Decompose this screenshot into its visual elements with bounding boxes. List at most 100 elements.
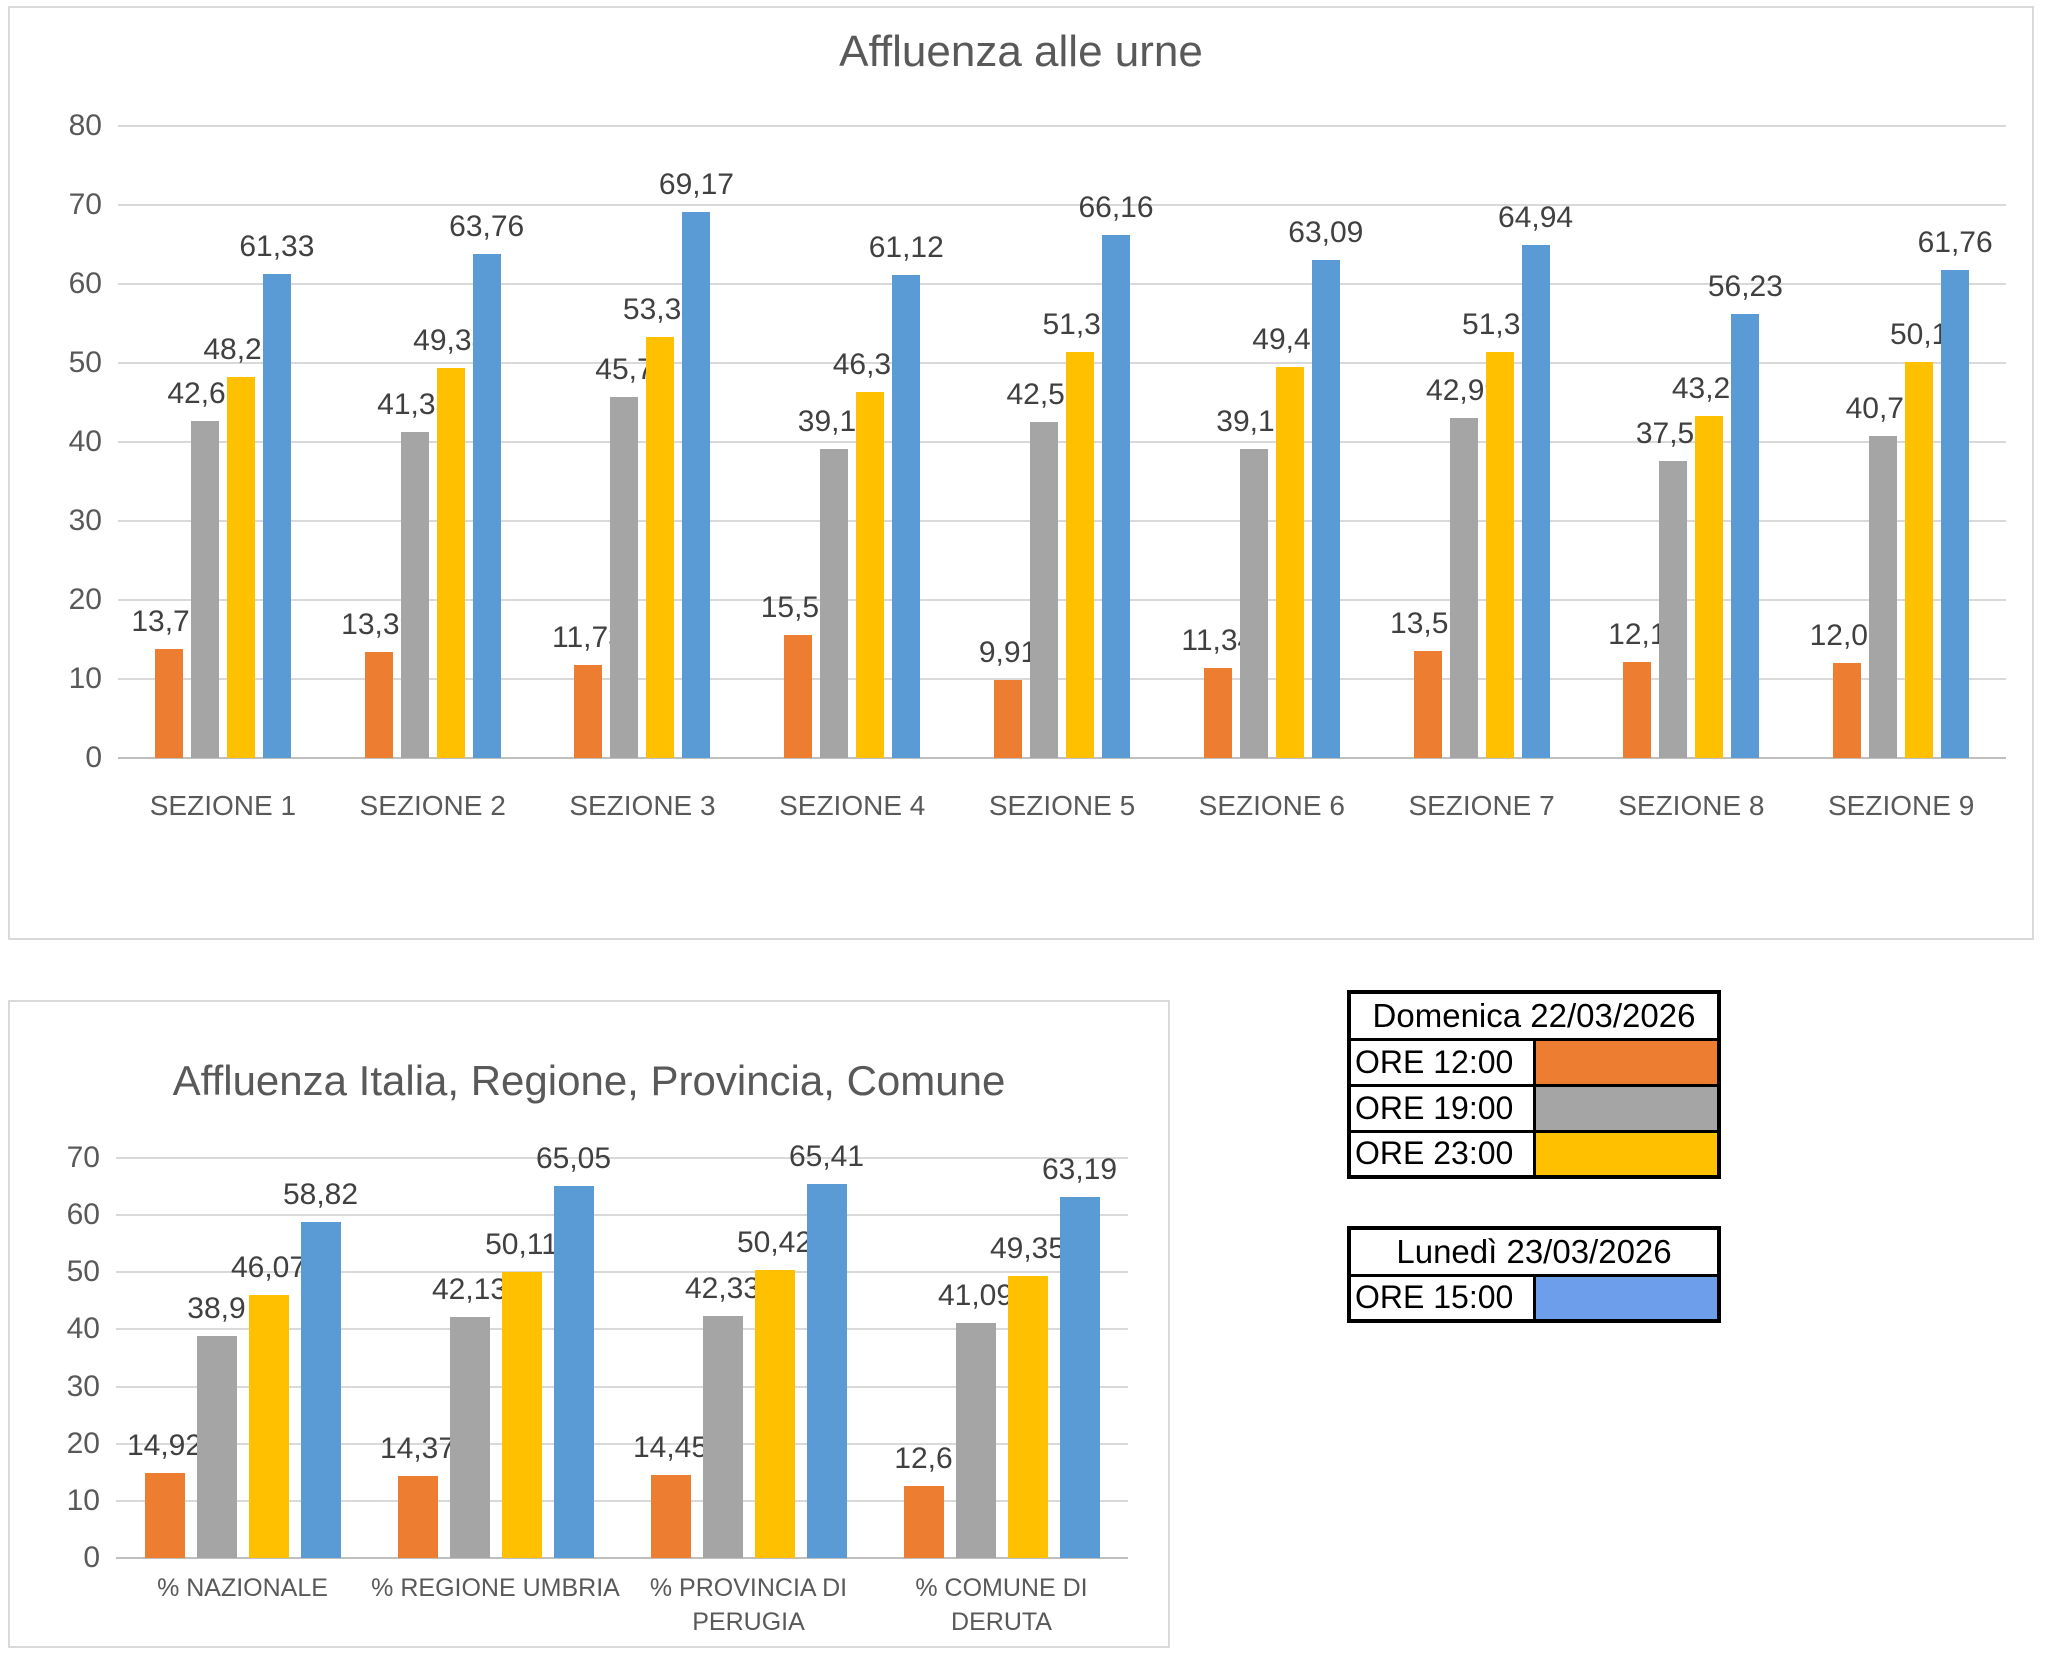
bar-value-label: 42,33 [684,1272,761,1306]
bar-value-label: 69,17 [658,167,734,201]
y-tick-label: 0 [85,741,102,774]
bar-ore-23-00: 50,42 [737,1226,812,1558]
y-tick-label: 20 [68,583,102,616]
bar-ore-15-00: 58,82 [283,1178,358,1558]
bar-ore-12-00: 14,45 [633,1431,708,1558]
x-axis-labels: % NAZIONALE % REGIONE UMBRIA % PROVINCIA D… [116,1572,1128,1640]
legend-color-swatch [1532,1083,1721,1133]
legend-table-domenica: Domenica 22/03/2026 ORE 12:00 ORE 19:00 ORE… [1347,990,1721,1179]
gridline [118,520,2006,522]
bar-ore-15-00: 63,76 [449,210,524,758]
bar-ore-23-00: 51,37 [1462,308,1537,758]
legend-header: Domenica 22/03/2026 [1347,990,1721,1041]
bar-ore-19-00: 37,54 [1636,417,1711,758]
x-category-label: SEZIONE 7 [1408,790,1555,821]
bar-ore-12-00: 12,1 [1608,618,1667,758]
bar-group-sezione-8: 12,1 37,54 43,24 56,23 [1586,126,1796,758]
bar-group-sezione-6: 11,34 39,13 49,45 63,09 [1167,126,1377,758]
y-tick-label: 30 [66,1369,100,1403]
bar-value-label: 12,1 [1608,618,1667,652]
bar-group-regione-umbria: 14,37 42,13 50,11 65,05 [369,1142,622,1558]
bar-group-sezione-3: 11,73 45,7 53,34 69,17 [538,126,748,758]
gridline [116,1442,1128,1445]
bar-value-label: 14,45 [632,1431,709,1465]
bar-value-label: 38,9 [187,1291,246,1325]
bar-group-sezione-5: 9,91 42,53 51,37 66,16 [957,126,1167,758]
affluenza-urne-chart: Affluenza alle urne 0 10 20 30 40 50 60 70 80 13,… [8,6,2034,940]
gridline [118,441,2006,443]
legend-table-lunedi: Lunedì 23/03/2026 ORE 15:00 [1347,1226,1721,1323]
bar-value-label: 50,1 [1889,318,1949,352]
bar-ore-15-00: 64,94 [1498,201,1573,758]
gridline [116,1157,1128,1159]
y-tick-label: 10 [68,662,102,695]
bar-ore-19-00: 42,53 [1006,378,1082,758]
x-category-label: SEZIONE 8 [1618,790,1765,821]
x-category-label: SEZIONE 5 [988,790,1136,821]
bar-ore-12-00: 9,91 [979,636,1037,758]
bar-value-label: 45,7 [595,352,654,386]
bar-ore-23-00: 48,28 [203,333,278,758]
bar-ore-15-00: 66,16 [1078,191,1154,758]
bar-group-sezione-4: 15,53 39,11 46,37 61,12 [747,126,957,758]
y-tick-label: 10 [66,1483,100,1517]
bar-ore-19-00: 41,33 [377,388,452,758]
y-tick-label: 0 [83,1541,100,1574]
bar-ore-12-00: 15,53 [761,591,836,758]
y-tick-label: 70 [68,188,102,221]
x-category-label: % PROVINCIA DI PERUGIA [649,1574,848,1636]
x-axis-line [116,1557,1128,1559]
bar-value-label: 50,42 [736,1225,813,1259]
bar-value-label: 65,41 [788,1140,865,1174]
bar-ore-23-00: 50,1 [1890,318,1948,758]
bar-ore-12-00: 11,73 [552,621,625,758]
bar-ore-12-00: 12,05 [1810,619,1885,758]
legend-row: ORE 12:00 [1347,1037,1721,1087]
gridline [116,1328,1128,1331]
gridline [116,1499,1128,1502]
plot-area: 0 10 20 30 40 50 60 70 14,92 38,9 46,07 58,82 14,37 4… [67,1140,1128,1574]
x-category-label: SEZIONE 1 [149,790,297,821]
bar-ore-15-00: 65,05 [536,1142,611,1558]
bar-group-comune-di-deruta: 12,6 41,09 49,35 63,19 [875,1153,1128,1558]
x-category-label: % NAZIONALE [157,1574,328,1602]
bar-ore-23-00: 51,37 [1042,308,1118,758]
legend-row: ORE 15:00 [1347,1273,1721,1323]
bar-value-label: 63,76 [449,210,525,244]
bar-ore-19-00: 45,7 [595,353,654,758]
bar-ore-23-00: 46,37 [833,348,908,758]
bar-ore-19-00: 38,9 [187,1292,246,1558]
y-tick-label: 60 [66,1198,100,1232]
bar-value-label: 49,35 [989,1232,1066,1265]
y-tick-label: 50 [66,1255,100,1289]
bar-value-label: 64,94 [1498,200,1574,234]
bar-value-label: 65,05 [535,1142,612,1176]
bar-ore-15-00: 63,19 [1042,1153,1117,1558]
plot-area: 0 10 20 30 40 50 60 70 80 13,79 42,61 48,28 61,33 13,… [69,109,2006,774]
bar-ore-23-00: 49,35 [990,1232,1065,1558]
bar-value-label: 66,16 [1078,191,1154,225]
bar-value-label: 63,19 [1041,1152,1118,1186]
bar-ore-15-00: 61,12 [869,231,944,758]
bar-groups: 14,92 38,9 46,07 58,82 14,37 42,13 50,11 65,05 1… [116,1140,1128,1558]
bar-ore-23-00: 49,38 [413,324,488,758]
legend-time-label: ORE 15:00 [1347,1273,1536,1323]
bar-value-label: 56,23 [1707,269,1783,303]
bar-value-label: 46,07 [230,1250,307,1284]
bar-ore-12-00: 14,37 [380,1432,455,1558]
bar-group-sezione-2: 13,39 41,33 49,38 63,76 [328,126,538,758]
bar-value-label: 61,33 [239,229,315,263]
bar-ore-23-00: 49,45 [1252,323,1327,758]
gridline [116,1214,1128,1217]
y-tick-label: 80 [68,109,102,142]
x-category-label: SEZIONE 6 [1198,790,1345,821]
bar-groups: 13,79 42,61 48,28 61,33 13,39 41,33 49,38 63,76… [118,126,2006,758]
bar-value-label: 61,12 [868,231,944,265]
bar-group-sezione-7: 13,57 42,99 51,37 64,94 [1377,126,1587,758]
bar-ore-12-00: 14,92 [127,1429,202,1558]
legend-time-label: ORE 23:00 [1347,1129,1536,1179]
bar-ore-19-00: 41,09 [938,1279,1013,1558]
bar-ore-19-00: 42,61 [167,377,242,758]
gridline [118,125,2006,127]
bar-value-label: 14,37 [379,1431,456,1465]
